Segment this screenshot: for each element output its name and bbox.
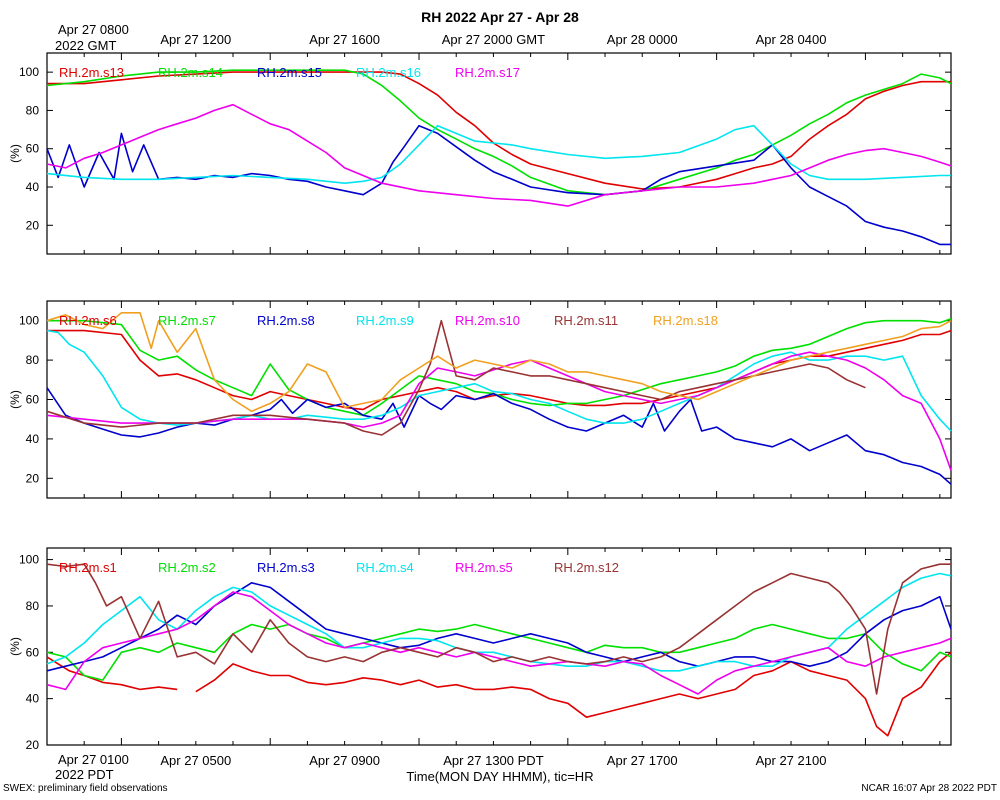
bottom-y-tick-label: 40 <box>26 692 40 706</box>
middle-plot-frame <box>46 300 952 499</box>
top-plot-frame <box>46 52 952 255</box>
chart-title: RH 2022 Apr 27 - Apr 28 <box>421 9 579 25</box>
legend-RH-2m-s11: RH.2m.s11 <box>554 313 618 328</box>
top-y-tick-label: 20 <box>26 218 40 232</box>
series-line-RH-2m-s13 <box>47 71 951 190</box>
legend-RH-2m-s4: RH.2m.s4 <box>356 560 414 575</box>
bottom-y-axis-label: (%) <box>8 637 22 656</box>
series-line-RH-2m-s18 <box>46 311 952 413</box>
series-line-RH-2m-s11 <box>46 319 866 436</box>
x-axis-label: Time(MON DAY HHMM), tic=HR <box>406 769 594 784</box>
series-line-RH-2m-s12 <box>46 563 951 695</box>
bottom-axis-label: Apr 27 1300 PDT <box>443 753 544 768</box>
middle-y-tick-label: 100 <box>19 314 39 328</box>
series-line-RH-2m-s16 <box>46 124 951 184</box>
legend-RH-2m-s3: RH.2m.s3 <box>257 560 315 575</box>
series-line-RH-2m-s17 <box>46 103 952 207</box>
legend-RH-2m-s2: RH.2m.s2 <box>158 560 216 575</box>
bottom-axis-first-label-line2: 2022 PDT <box>55 767 114 782</box>
legend-RH-2m-s12: RH.2m.s12 <box>554 560 619 575</box>
series-line-RH-2m-s1 <box>46 656 178 691</box>
middle-y-axis-label: (%) <box>8 390 22 409</box>
middle-y-tick-label: 40 <box>26 432 40 446</box>
legend-RH-2m-s17: RH.2m.s17 <box>455 65 520 80</box>
top-axis-label: Apr 27 2000 GMT <box>442 32 545 47</box>
top-axis-first-label-line2: 2022 GMT <box>55 38 117 53</box>
footer-timestamp: NCAR 16:07 Apr 28 2022 PDT <box>861 783 997 794</box>
legend-RH-2m-s15: RH.2m.s15 <box>257 65 322 80</box>
series-line-RH-2m-s3 <box>46 581 952 672</box>
top-y-tick-label: 60 <box>26 142 40 156</box>
legend-RH-2m-s7: RH.2m.s7 <box>158 313 216 328</box>
series-line-RH-2m-s5 <box>46 591 952 695</box>
legend-RH-2m-s6: RH.2m.s6 <box>59 313 117 328</box>
series-line-RH-2m-s15 <box>46 124 951 246</box>
top-axis-label: Apr 28 0000 <box>607 32 678 47</box>
top-y-tick-label: 40 <box>26 180 40 194</box>
bottom-y-tick-label: 60 <box>26 645 40 659</box>
footer-note: SWEX: preliminary field observations <box>3 783 168 794</box>
middle-y-tick-label: 20 <box>26 471 40 485</box>
bottom-axis-first-label-line1: Apr 27 0100 <box>58 752 129 767</box>
top-axis-label: Apr 27 1200 <box>160 32 231 47</box>
legend-RH-2m-s16: RH.2m.s16 <box>356 65 421 80</box>
legend-RH-2m-s14: RH.2m.s14 <box>158 65 223 80</box>
legend-RH-2m-s18: RH.2m.s18 <box>653 313 718 328</box>
legend-RH-2m-s1: RH.2m.s1 <box>59 560 117 575</box>
legend-RH-2m-s5: RH.2m.s5 <box>455 560 513 575</box>
top-axis-first-label-line1: Apr 27 0800 <box>58 22 129 37</box>
series-line-RH-2m-s2 <box>46 623 952 681</box>
bottom-y-tick-label: 20 <box>26 738 40 752</box>
top-y-axis-label: (%) <box>8 144 22 163</box>
bottom-axis-label: Apr 27 0900 <box>309 753 380 768</box>
top-y-tick-label: 80 <box>26 103 40 117</box>
series-line-RH-2m-s7 <box>47 317 952 417</box>
top-y-tick-label: 100 <box>19 65 39 79</box>
bottom-axis-label: Apr 27 1700 <box>607 753 678 768</box>
middle-y-tick-label: 60 <box>26 393 40 407</box>
series-line-RH-2m-s1 <box>195 651 952 737</box>
bottom-y-tick-label: 80 <box>26 599 40 613</box>
bottom-y-tick-label: 100 <box>19 553 39 567</box>
series-line-RH-2m-s14 <box>46 69 952 196</box>
middle-y-tick-label: 80 <box>26 353 40 367</box>
bottom-axis-label: Apr 27 2100 <box>756 753 827 768</box>
legend-RH-2m-s10: RH.2m.s10 <box>455 313 520 328</box>
legend-RH-2m-s13: RH.2m.s13 <box>59 65 124 80</box>
bottom-plot-frame <box>46 547 952 746</box>
bottom-axis-label: Apr 27 0500 <box>160 753 231 768</box>
top-axis-label: Apr 27 1600 <box>309 32 380 47</box>
legend-RH-2m-s9: RH.2m.s9 <box>356 313 414 328</box>
top-axis-label: Apr 28 0400 <box>756 32 827 47</box>
legend-RH-2m-s8: RH.2m.s8 <box>257 313 315 328</box>
series-line-RH-2m-s8 <box>46 387 952 485</box>
